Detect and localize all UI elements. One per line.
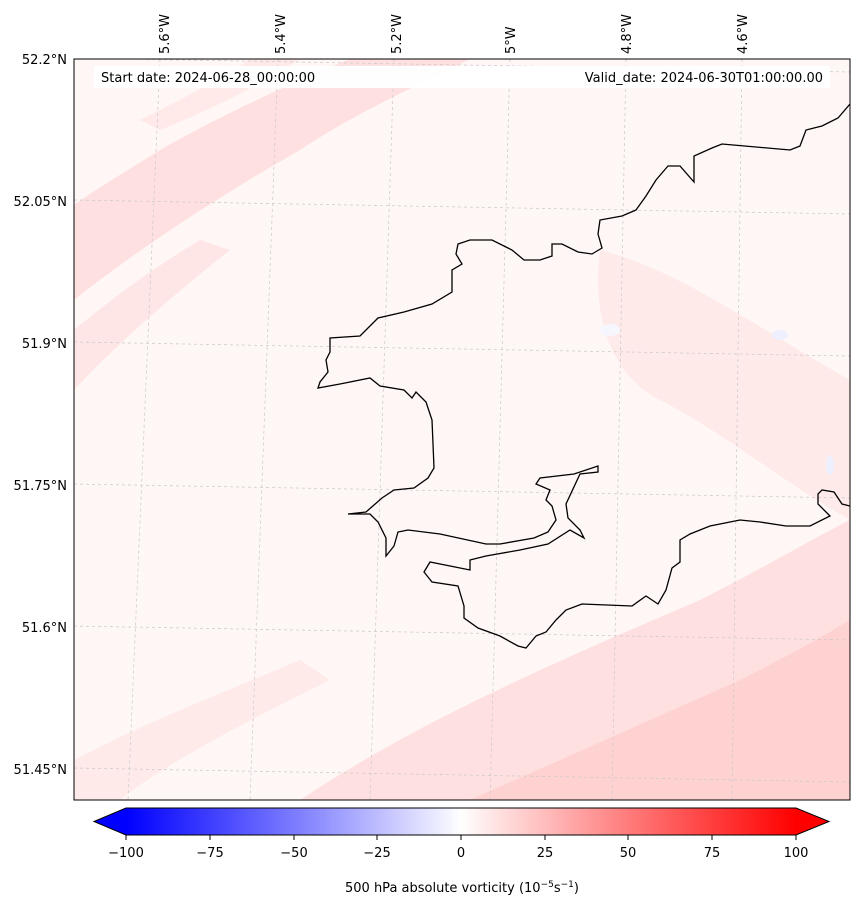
colorbar-tick-labels: −100 −75 −50 −25 0 25 50 75 100 <box>108 846 808 861</box>
colorbar-tick-label: −100 <box>108 846 144 861</box>
gridline-lon <box>127 59 161 800</box>
colorbar-tick-label: 25 <box>537 846 554 861</box>
lat-label: 51.45°N <box>14 763 67 778</box>
latitude-labels: 52.2°N 52.05°N 51.9°N 51.75°N 51.6°N 51.… <box>14 53 67 778</box>
colorbar-tick-label: 50 <box>620 846 637 861</box>
negative-vorticity-spot <box>600 324 620 336</box>
colorbar-tick-label: −25 <box>363 846 390 861</box>
map-frame <box>73 58 851 801</box>
longitude-labels: 5.6°W 5.4°W 5.2°W 5°W 4.8°W 4.6°W <box>158 14 751 54</box>
gridlines <box>74 59 850 800</box>
lon-label: 5.4°W <box>274 14 289 54</box>
lat-label: 52.05°N <box>14 195 67 210</box>
vorticity-band-northwest <box>74 59 470 300</box>
vorticity-band-southeast-core <box>470 620 850 800</box>
lon-label: 5.6°W <box>158 14 173 54</box>
lat-label: 51.9°N <box>22 337 67 352</box>
lon-label: 4.8°W <box>620 14 635 54</box>
colorbar-body <box>126 808 796 835</box>
colorbar-title-end: ) <box>574 881 579 896</box>
colorbar-tick-label: −50 <box>280 846 307 861</box>
colorbar: −100 −75 −50 −25 0 25 50 75 100 500 hPa … <box>92 807 831 896</box>
valid-date-label: Valid_date: 2024-06-30T01:00:00.00 <box>585 71 823 86</box>
colorbar-title-unit: s <box>554 881 561 896</box>
lat-label: 51.75°N <box>14 479 67 494</box>
vorticity-band-southwest <box>74 660 330 800</box>
lat-label: 52.2°N <box>22 53 67 68</box>
colorbar-tick-label: 100 <box>784 846 809 861</box>
colorbar-title: 500 hPa absolute vorticity (10−5s−1) <box>345 880 579 896</box>
lat-label: 51.6°N <box>22 621 67 636</box>
lon-label: 5°W <box>504 26 519 54</box>
vorticity-band-west <box>74 240 230 390</box>
colorbar-min-extension <box>94 808 126 835</box>
lon-label: 4.6°W <box>736 14 751 54</box>
colorbar-title-main: 500 hPa absolute vorticity (10 <box>345 881 541 896</box>
colorbar-tick-label: 0 <box>457 846 465 861</box>
vorticity-patch-east <box>598 250 850 520</box>
colorbar-tick-marks <box>125 835 797 840</box>
lon-label: 5.2°W <box>390 14 405 54</box>
colorbar-title-exp1: −5 <box>541 880 554 890</box>
start-date-label: Start date: 2024-06-28_00:00:00 <box>101 71 315 86</box>
map-plot-area <box>74 59 850 800</box>
negative-vorticity-spot <box>826 455 834 475</box>
colorbar-max-extension <box>796 808 829 835</box>
negative-vorticity-spot <box>772 330 788 340</box>
colorbar-tick-label: −75 <box>196 846 223 861</box>
colorbar-tick-label: 75 <box>704 846 721 861</box>
colorbar-title-exp2: −1 <box>561 880 574 890</box>
date-banner <box>94 66 830 88</box>
coastline <box>317 103 850 649</box>
